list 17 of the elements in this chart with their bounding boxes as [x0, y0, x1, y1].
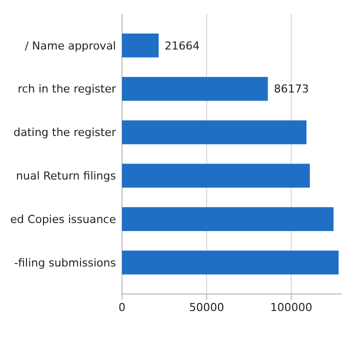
data-label: 86173 [274, 82, 309, 96]
bar [122, 164, 310, 188]
y-tick-label: rch in the register [18, 82, 116, 96]
x-tick-label: 0 [118, 300, 126, 314]
bar [122, 34, 159, 58]
bar [122, 250, 339, 274]
x-tick-label: 100000 [270, 300, 312, 314]
x-tick-label: 50000 [189, 300, 224, 314]
y-tick-label: -filing submissions [14, 256, 116, 270]
y-tick-label: ed Copies issuance [10, 212, 116, 226]
y-tick-label: nual Return filings [16, 170, 116, 183]
y-tick-label: dating the register [13, 126, 116, 140]
data-label: 21664 [164, 39, 200, 52]
bar [122, 120, 306, 144]
y-tick-label: / Name approval [24, 39, 116, 52]
bar [122, 76, 268, 101]
bar [122, 207, 334, 232]
